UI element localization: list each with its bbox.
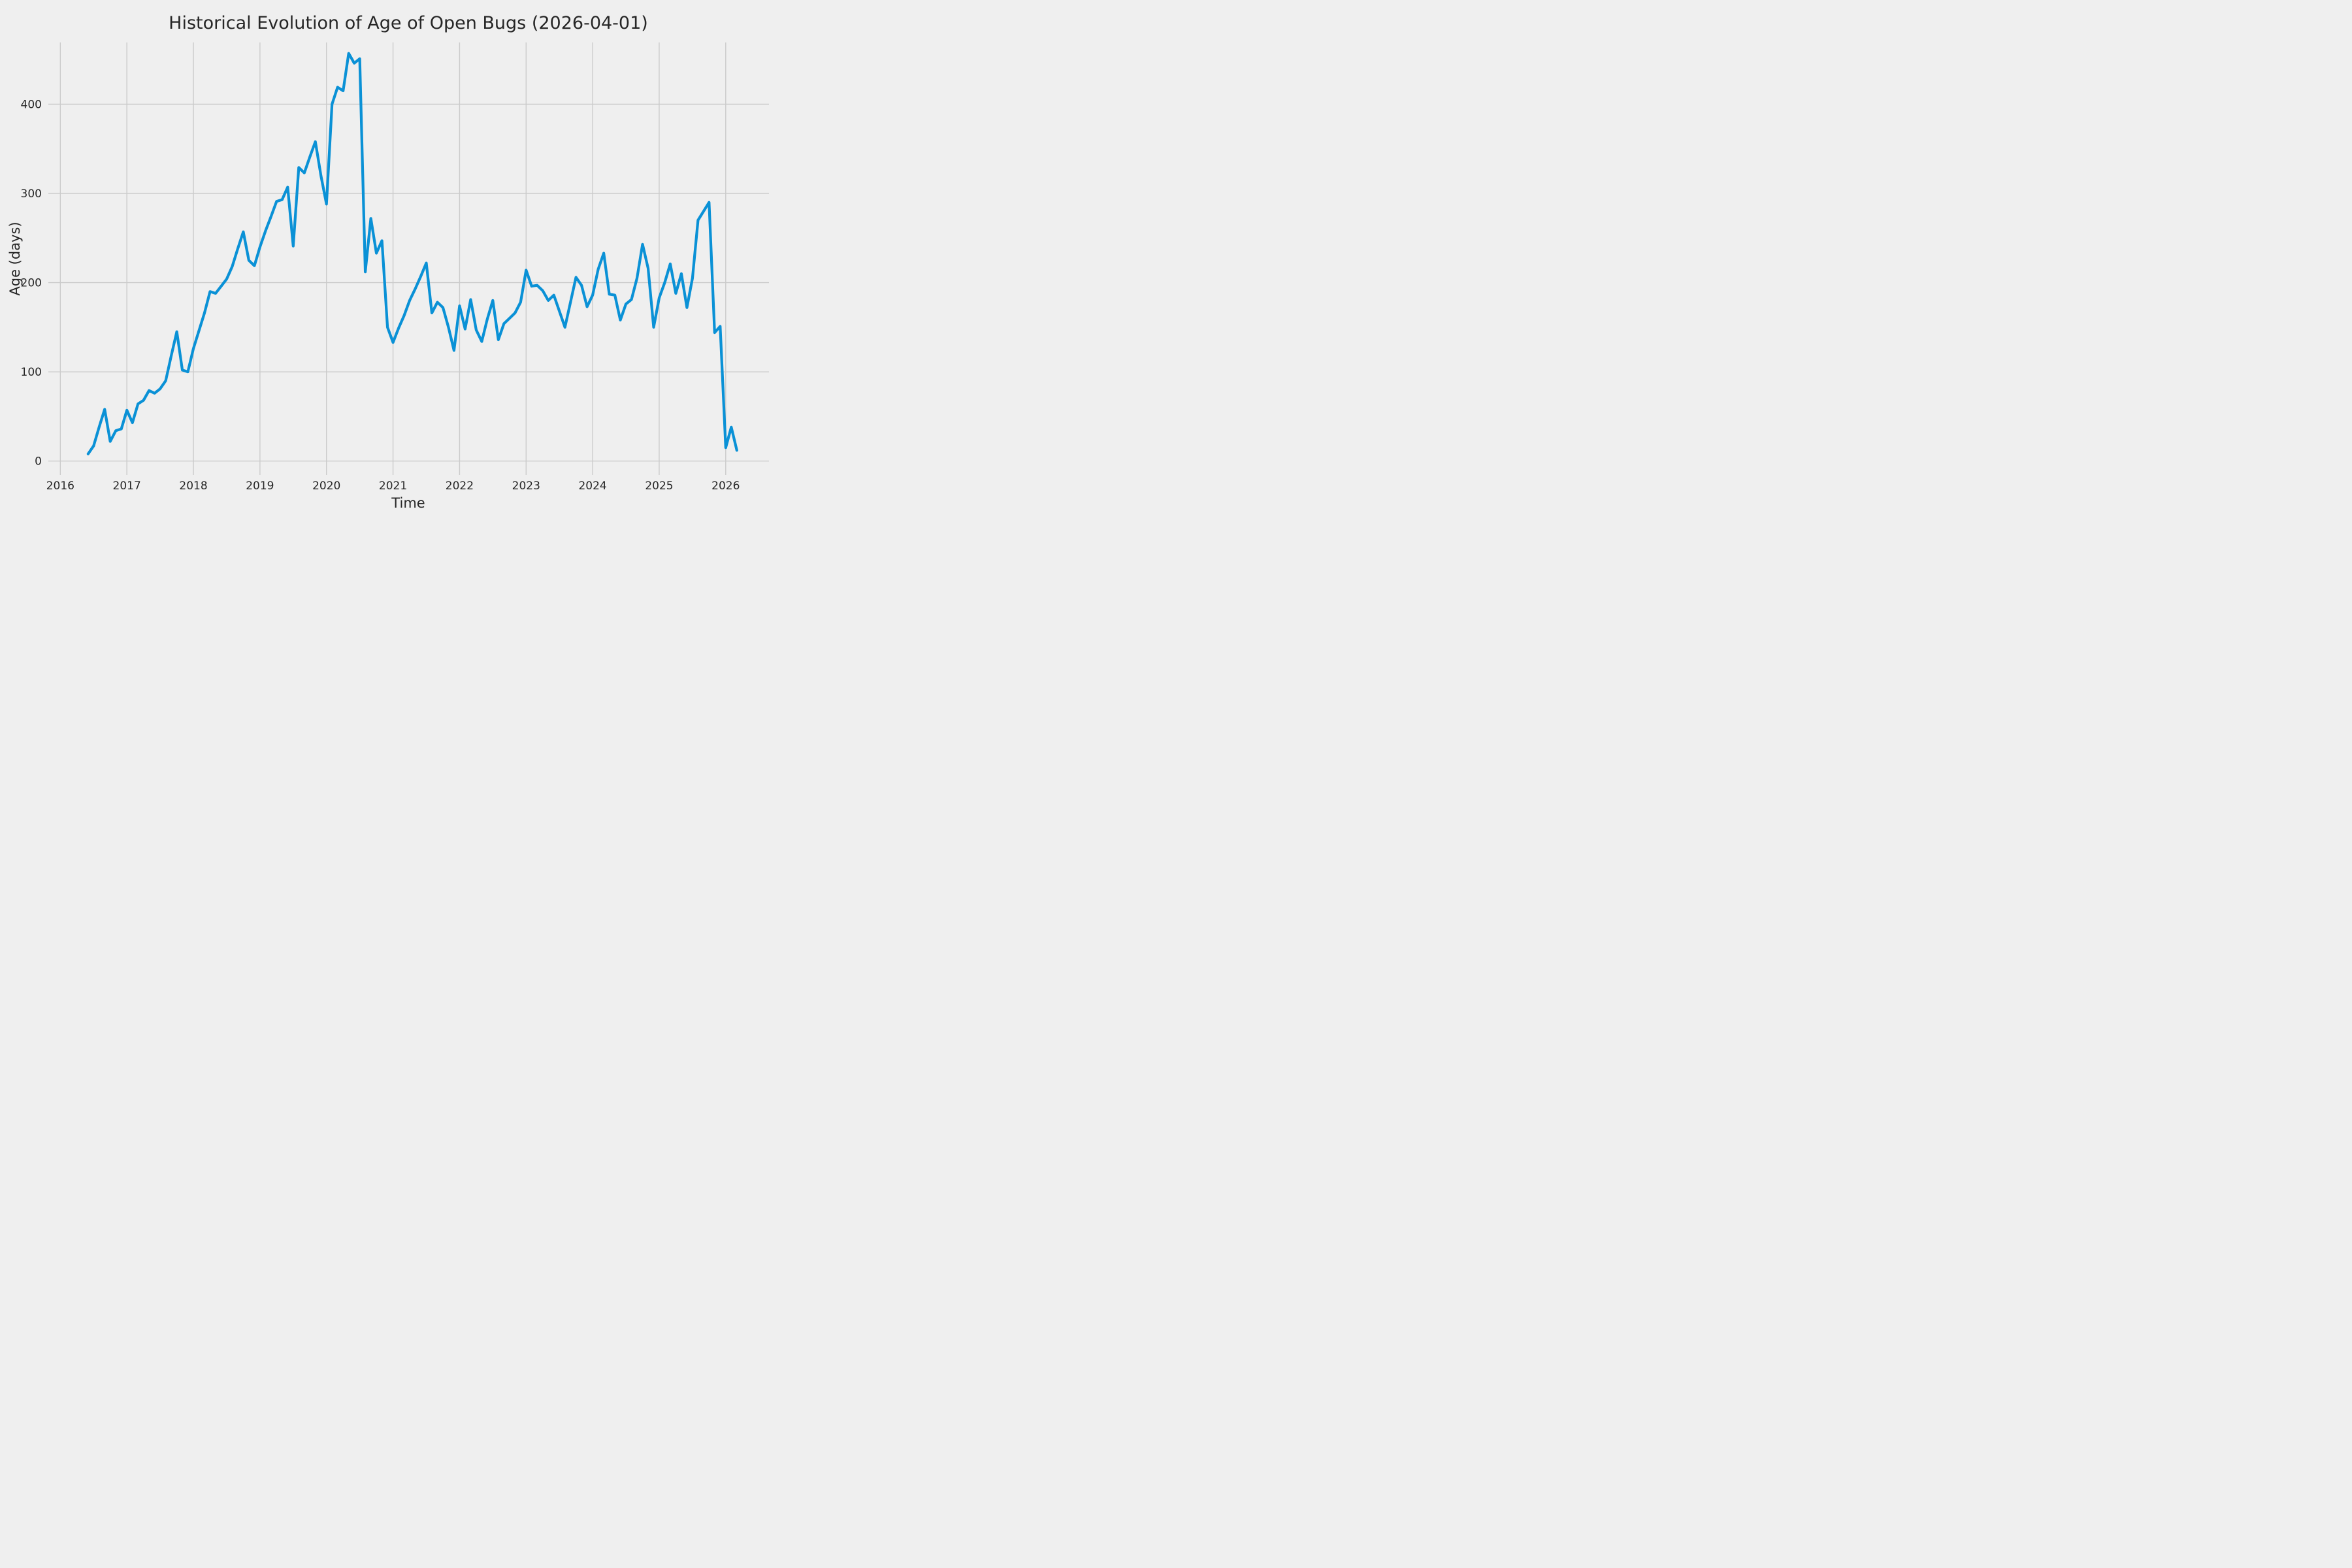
x-tick-2023: 2023 [512,480,540,493]
y-tick-200: 200 [21,277,42,290]
x-tick-2016: 2016 [46,480,74,493]
y-tick-0: 0 [35,455,42,468]
plot-area [48,42,769,475]
line-chart-canvas: 2016 2017 2018 2019 2020 2021 2022 2023 2024 2025… [7,13,769,511]
x-tick-2024: 2024 [578,480,606,493]
x-axis-tick-labels: 2016 2017 2018 2019 2020 2021 2022 2023 2024 2025… [46,480,740,493]
chart-title: Historical Evolution of Age of Open Bugs… [169,13,648,33]
y-axis-tick-labels: 0 100 200 300 400 [21,98,42,468]
age-of-open-bugs-line [86,52,738,455]
chart-figure: 2016 2017 2018 2019 2020 2021 2022 2023 2024 2025… [0,0,784,523]
x-tick-2022: 2022 [446,480,474,493]
x-tick-2017: 2017 [113,480,141,493]
y-tick-400: 400 [21,98,42,111]
vertical-gridlines [59,42,727,475]
x-tick-2026: 2026 [711,480,740,493]
x-tick-2020: 2020 [312,480,340,493]
x-tick-2025: 2025 [645,480,673,493]
x-tick-2018: 2018 [179,480,207,493]
y-tick-300: 300 [21,188,42,201]
x-tick-2021: 2021 [379,480,407,493]
x-axis-label: Time [391,495,425,511]
x-tick-2019: 2019 [246,480,274,493]
y-tick-100: 100 [21,366,42,379]
y-axis-label: Age (days) [7,221,23,295]
